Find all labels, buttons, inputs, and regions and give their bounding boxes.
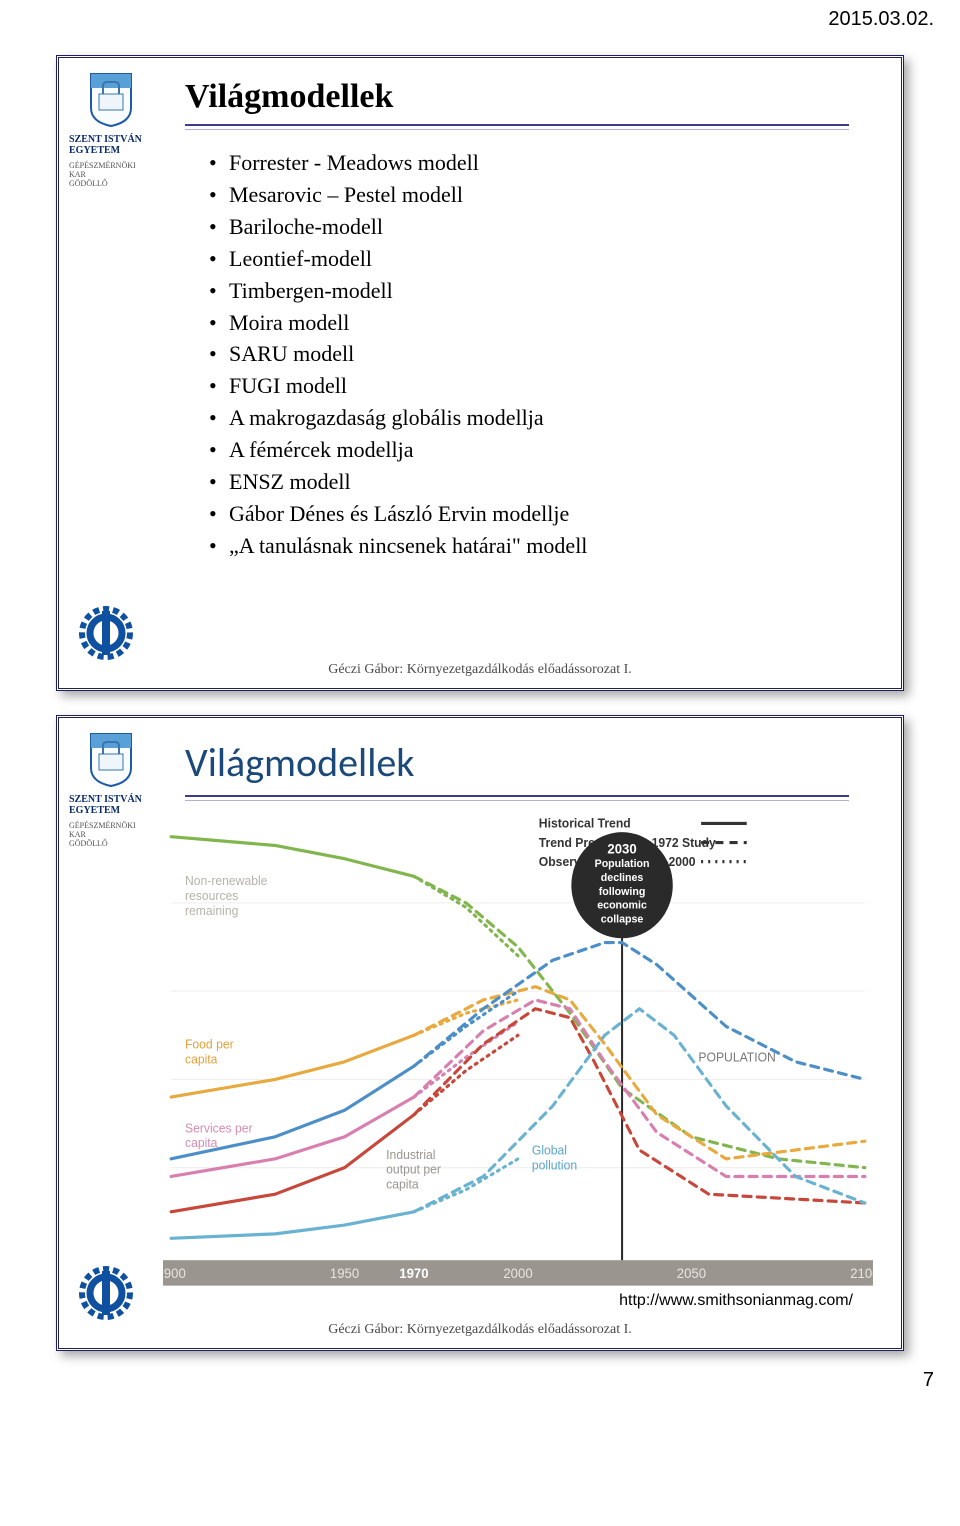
svg-text:output per: output per	[386, 1162, 441, 1176]
gear-emblem-icon	[77, 1264, 135, 1322]
svg-text:POPULATION: POPULATION	[698, 1051, 775, 1065]
svg-text:capita: capita	[185, 1136, 218, 1150]
shield-icon	[87, 732, 135, 788]
page-number: 7	[0, 1351, 960, 1392]
svg-text:pollution: pollution	[532, 1158, 577, 1172]
list-item: ENSZ modell	[209, 467, 841, 497]
slide-2: SZENT ISTVÁN EGYETEM GÉPÉSZMÉRNÖKI KAR G…	[56, 715, 904, 1351]
svg-text:1900: 1900	[163, 1266, 186, 1281]
svg-text:Population: Population	[595, 858, 650, 870]
svg-text:Services per: Services per	[185, 1121, 253, 1135]
svg-text:economic: economic	[597, 899, 647, 911]
svg-text:Non-renewable: Non-renewable	[185, 874, 268, 888]
svg-text:Industrial: Industrial	[386, 1148, 435, 1162]
svg-text:Food per: Food per	[185, 1037, 234, 1051]
svg-text:declines: declines	[601, 872, 644, 884]
header-date: 2015.03.02.	[0, 0, 960, 31]
svg-text:1970: 1970	[399, 1266, 428, 1281]
shield-icon	[87, 72, 135, 128]
list-item: „A tanulásnak nincsenek határai" modell	[209, 531, 841, 561]
bullet-list: Forrester - Meadows modell Mesarovic – P…	[209, 148, 841, 561]
title-underline	[185, 124, 849, 130]
university-name: SZENT ISTVÁN EGYETEM	[69, 134, 153, 156]
slide1-footer: Géczi Gábor: Környezetgazdálkodás előadá…	[59, 662, 901, 678]
university-sub: GÉPÉSZMÉRNÖKI KAR GÖDÖLLŐ	[69, 162, 153, 188]
slide1-title: Világmodellek	[185, 78, 871, 116]
list-item: A makrogazdaság globális modellja	[209, 403, 841, 433]
svg-text:2100: 2100	[850, 1266, 873, 1281]
slide2-footer: Géczi Gábor: Környezetgazdálkodás előadá…	[59, 1322, 901, 1338]
list-item: Leontief-modell	[209, 244, 841, 274]
list-item: Bariloche-modell	[209, 212, 841, 242]
svg-text:2000: 2000	[503, 1266, 532, 1281]
svg-text:2030: 2030	[607, 841, 636, 856]
svg-text:capita: capita	[386, 1177, 419, 1191]
list-item: Gábor Dénes és László Ervin modellje	[209, 499, 841, 529]
svg-text:Historical Trend: Historical Trend	[539, 816, 631, 830]
list-item: Mesarovic – Pestel modell	[209, 180, 841, 210]
svg-text:capita: capita	[185, 1052, 218, 1066]
svg-text:resources: resources	[185, 889, 238, 903]
svg-text:2050: 2050	[677, 1266, 706, 1281]
svg-text:remaining: remaining	[185, 904, 238, 918]
slide-1: SZENT ISTVÁN EGYETEM GÉPÉSZMÉRNÖKI KAR G…	[56, 55, 904, 691]
list-item: A fémércek modellja	[209, 435, 841, 465]
svg-text:collapse: collapse	[601, 913, 644, 925]
list-item: Forrester - Meadows modell	[209, 148, 841, 178]
university-sub: GÉPÉSZMÉRNÖKI KAR GÖDÖLLŐ	[69, 822, 153, 848]
list-item: SARU modell	[209, 339, 841, 369]
world-model-chart: 1900 1950 1970 2000 2050 2100 Non-renewableres…	[163, 804, 873, 1292]
list-item: Timbergen-modell	[209, 276, 841, 306]
svg-text:1950: 1950	[330, 1266, 359, 1281]
university-name: SZENT ISTVÁN EGYETEM	[69, 794, 153, 816]
svg-text:following: following	[599, 886, 646, 898]
university-logo-top: SZENT ISTVÁN EGYETEM GÉPÉSZMÉRNÖKI KAR G…	[69, 732, 153, 848]
slide2-title: Világmodellek	[185, 738, 871, 787]
gear-emblem-icon	[77, 604, 135, 662]
svg-text:Global: Global	[532, 1143, 567, 1157]
list-item: FUGI modell	[209, 371, 841, 401]
university-logo-top: SZENT ISTVÁN EGYETEM GÉPÉSZMÉRNÖKI KAR G…	[69, 72, 153, 188]
source-link: http://www.smithsonianmag.com/	[619, 1292, 853, 1310]
title-underline	[185, 795, 849, 801]
list-item: Moira modell	[209, 308, 841, 338]
